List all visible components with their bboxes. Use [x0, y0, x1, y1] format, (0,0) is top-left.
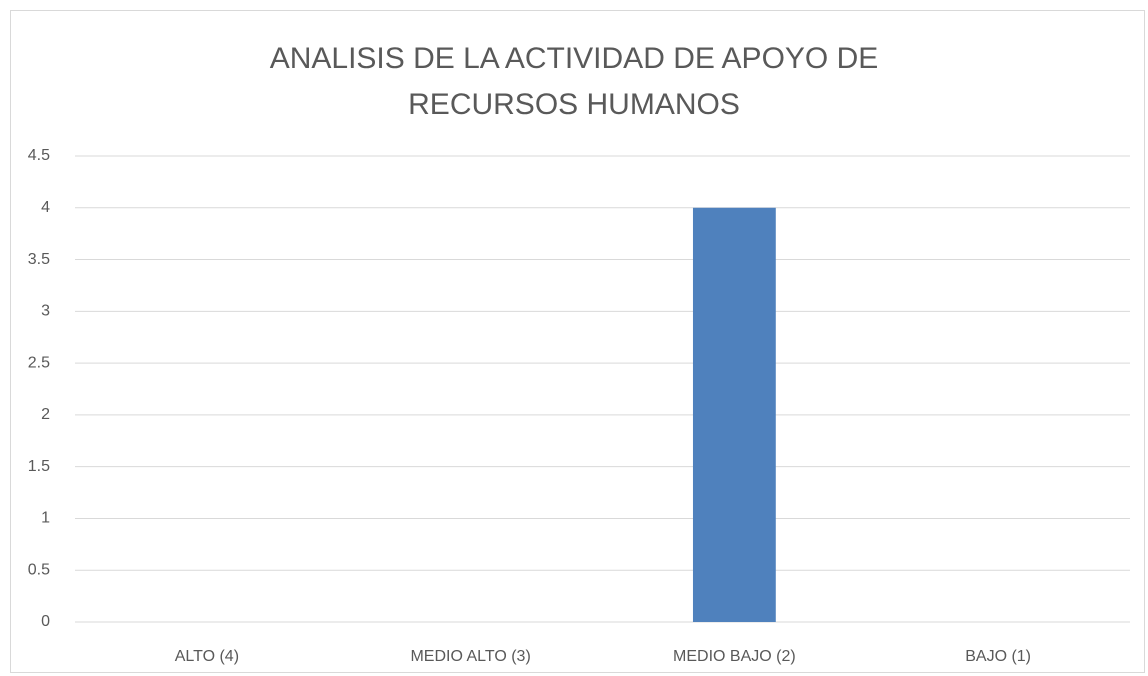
y-tick-label: 3.5 [28, 251, 50, 268]
x-tick-label: BAJO (1) [965, 648, 1031, 665]
y-tick-label: 0 [41, 613, 50, 630]
y-tick-label: 1 [41, 510, 50, 527]
y-tick-label: 2.5 [28, 354, 50, 371]
y-tick-label: 4.5 [28, 147, 50, 164]
chart-border [10, 10, 1145, 673]
x-tick-label: MEDIO BAJO (2) [673, 648, 796, 665]
y-tick-label: 4 [41, 199, 50, 216]
y-tick-label: 2 [41, 406, 50, 423]
bar [692, 207, 776, 622]
chart-title: ANALISIS DE LA ACTIVIDAD DE APOYO DE REC… [269, 42, 879, 121]
y-tick-label: 1.5 [28, 458, 50, 475]
x-tick-label: ALTO (4) [175, 648, 239, 665]
x-tick-label: MEDIO ALTO (3) [410, 648, 530, 665]
y-tick-label: 0.5 [28, 561, 50, 578]
y-tick-label: 3 [41, 303, 50, 320]
